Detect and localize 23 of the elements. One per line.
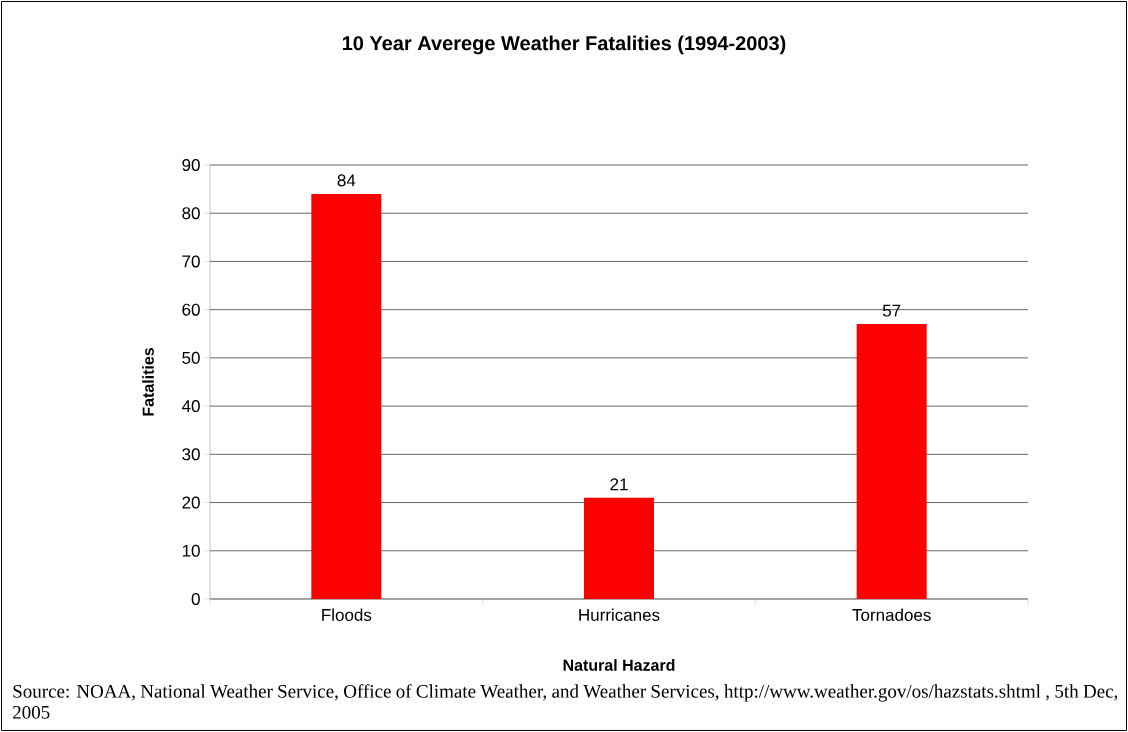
y-tick-label: 50 xyxy=(182,351,200,364)
y-tick-label: 10 xyxy=(182,544,200,557)
x-axis-title: Natural Hazard xyxy=(563,659,675,671)
data-label: 57 xyxy=(882,304,901,317)
y-axis-title: Fatalities xyxy=(142,347,154,416)
bar xyxy=(856,324,927,599)
data-label: 84 xyxy=(337,174,356,187)
y-tick-label: 80 xyxy=(182,207,200,220)
bar xyxy=(311,193,382,599)
data-label: 21 xyxy=(610,478,628,491)
chart-title: 10 Year Averege Weather Fatalities (1994-2003) xyxy=(342,35,786,55)
y-tick-label: 0 xyxy=(191,592,200,606)
y-tick-label: 20 xyxy=(182,496,200,509)
y-tick-label: 90 xyxy=(182,158,200,172)
y-tick-label: 60 xyxy=(182,303,200,316)
y-tick-label: 30 xyxy=(182,448,200,461)
bar xyxy=(584,497,655,599)
y-tick-label: 70 xyxy=(182,255,200,268)
x-tick-label: Tornadoes xyxy=(852,608,931,621)
x-tick-label: Hurricanes xyxy=(579,608,660,621)
y-tick-label: 40 xyxy=(181,400,200,413)
x-tick-label: Floods xyxy=(322,608,372,621)
source-note: Source: NOAA, National Weather Service, Office of Climate Weather, and Weather Services, http://www.weather.gov/os/hazstats.shtml , 5th Dec, 2005 xyxy=(13,684,1118,719)
